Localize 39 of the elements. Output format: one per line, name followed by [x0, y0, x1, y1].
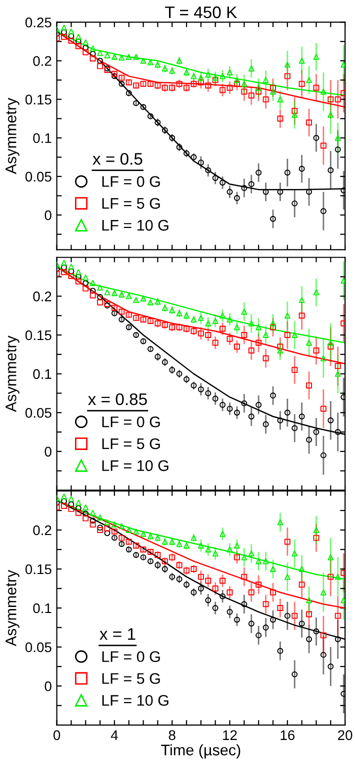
y-tick-label: 0.05 — [25, 408, 52, 418]
legend-label: LF = 0 G — [102, 416, 160, 428]
chart-title: T = 450 K — [165, 6, 237, 18]
legend-label: LF = 0 G — [102, 651, 160, 662]
y-tick-label: 0.2 — [33, 292, 52, 302]
y-tick-label: 0.15 — [25, 330, 52, 340]
x-axis-title: Time (µsec) — [161, 744, 240, 758]
x-tick-label: 16 — [280, 730, 295, 740]
y-tick-label: 0.2 — [33, 525, 52, 536]
legend-label: LF = 5 G — [102, 438, 160, 450]
y-tick-label: 0.15 — [25, 94, 52, 105]
y-tick-label: 0 — [44, 681, 52, 692]
y-axis-title: Asymmetry — [6, 98, 20, 174]
y-tick-label: 0.1 — [33, 133, 52, 144]
x-tick-label: 20 — [338, 730, 352, 740]
y-tick-label: 0.25 — [25, 18, 52, 28]
legend-label: LF = 10 G — [102, 460, 168, 472]
legend-label: LF = 10 G — [102, 694, 168, 706]
y-tick-label: 0.1 — [33, 369, 52, 379]
x-tick-label: 0 — [53, 730, 60, 740]
y-tick-label: 0 — [44, 210, 52, 220]
y-tick-label: 0.05 — [25, 642, 52, 652]
y-axis-title: Asymmetry — [6, 336, 20, 412]
y-tick-label: 0.15 — [25, 564, 52, 574]
legend-label: LF = 0 G — [102, 176, 160, 187]
x-tick-label: 4 — [110, 730, 118, 740]
y-tick-label: 0.1 — [33, 603, 52, 614]
legend-title: x = 0.5 — [92, 152, 142, 165]
legend-title: x = 0.85 — [88, 393, 147, 406]
y-axis-title: Asymmetry — [6, 570, 20, 646]
x-tick-label: 12 — [223, 730, 237, 740]
legend-title: x = 1 — [100, 628, 136, 640]
x-tick-label: 8 — [168, 730, 176, 740]
y-tick-label: 0.2 — [33, 56, 52, 66]
legend-label: LF = 10 G — [102, 220, 168, 231]
y-tick-label: 0.05 — [25, 172, 52, 182]
y-tick-label: 0 — [44, 446, 52, 457]
legend-label: LF = 5 G — [102, 198, 160, 209]
legend-label: LF = 5 G — [102, 673, 160, 684]
